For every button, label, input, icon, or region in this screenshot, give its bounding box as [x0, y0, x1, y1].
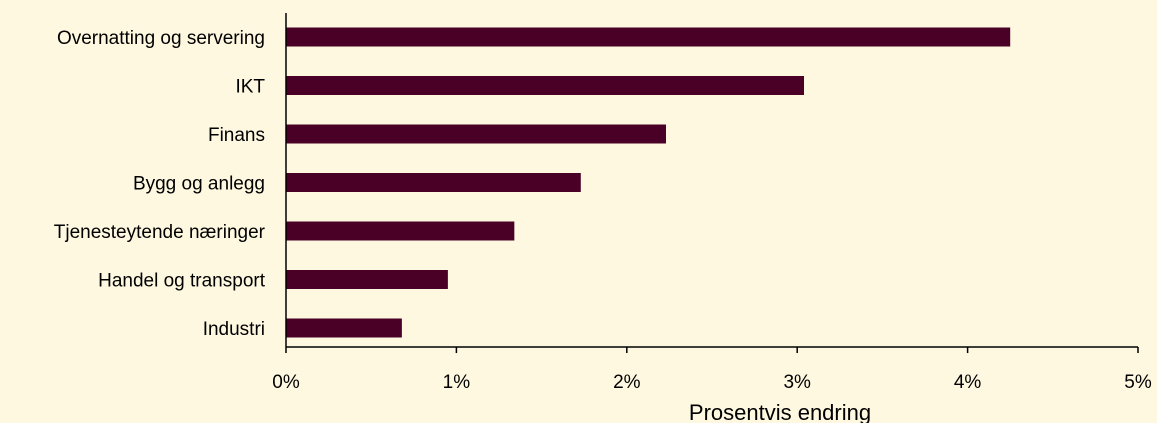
bar: [286, 124, 666, 144]
axes: [285, 13, 1139, 353]
category-label: Finans: [208, 125, 265, 146]
x-axis-title: Prosentvis endring: [689, 400, 871, 423]
bar: [286, 27, 1011, 47]
category-label: Bygg og anlegg: [133, 174, 265, 195]
x-tick-label: 1%: [443, 372, 471, 393]
category-label: IKT: [235, 77, 265, 98]
x-tick-label: 4%: [954, 372, 982, 393]
bar: [286, 318, 402, 338]
bar: [286, 76, 805, 95]
bar: [286, 270, 448, 289]
category-label: Industri: [203, 319, 265, 340]
x-tick-label: 5%: [1124, 372, 1152, 393]
bar: [286, 173, 581, 192]
category-label: Overnatting og servering: [57, 28, 265, 49]
x-tick-label: 2%: [613, 372, 641, 393]
category-labels: Overnatting og servering IKT Finans Bygg og…: [54, 28, 266, 340]
category-label: Handel og transport: [98, 271, 266, 292]
x-tick-label: 3%: [783, 372, 811, 393]
x-tick-label: 0%: [272, 372, 300, 393]
bar: [286, 221, 515, 241]
bars-layer: [286, 27, 1011, 338]
x-tick-labels: 0% 1% 2% 3% 4% 5%: [272, 372, 1152, 393]
category-label: Tjenesteytende næringer: [54, 222, 266, 243]
